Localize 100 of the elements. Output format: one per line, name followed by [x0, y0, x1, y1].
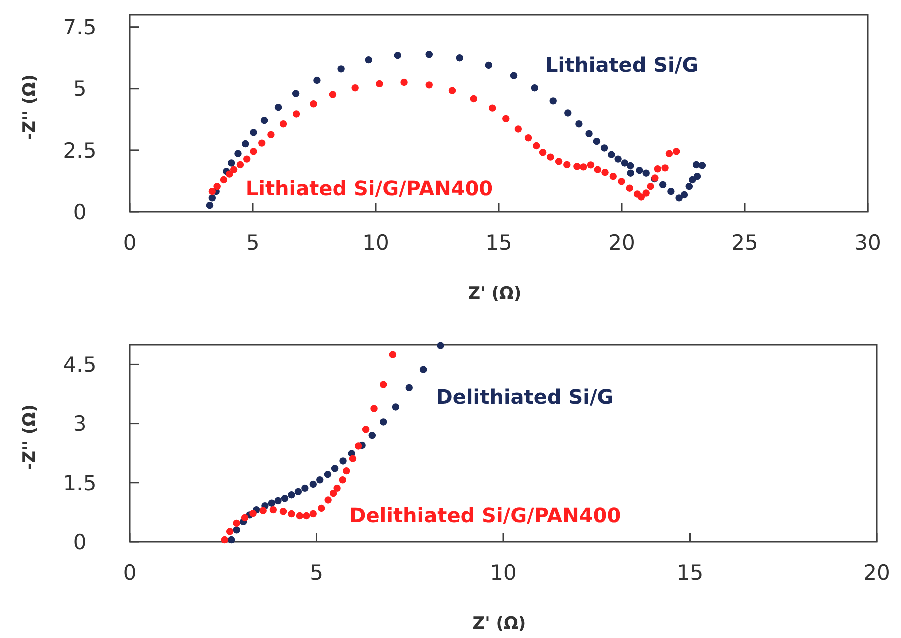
point [303, 512, 310, 520]
point [510, 72, 518, 80]
point [647, 183, 654, 190]
point [268, 131, 275, 139]
point [324, 471, 332, 478]
point [281, 495, 289, 502]
point [668, 188, 675, 196]
point [280, 120, 288, 128]
point [250, 510, 257, 518]
point [673, 148, 680, 156]
x-tick-label: 10 [362, 231, 390, 255]
point [260, 507, 267, 514]
x-tick-label: 5 [310, 561, 324, 585]
point [686, 183, 694, 190]
x-tick-label: 15 [676, 561, 704, 585]
y-axis-title: -Z'' (Ω) [20, 404, 40, 470]
point [234, 150, 242, 158]
point [576, 120, 583, 128]
point [314, 76, 321, 84]
point [294, 488, 302, 496]
point [564, 110, 572, 117]
point [662, 164, 669, 172]
point [394, 52, 402, 60]
x-tick-label: 5 [246, 231, 260, 255]
point [354, 442, 362, 450]
point [602, 169, 609, 176]
point [324, 496, 332, 504]
point [698, 162, 706, 170]
point [642, 190, 650, 197]
point [489, 104, 496, 112]
series-label: Delithiated Si/G [436, 385, 614, 410]
point [555, 158, 563, 166]
point [310, 510, 317, 518]
point [208, 188, 216, 196]
point [310, 100, 318, 108]
point [226, 528, 234, 536]
point [220, 176, 228, 184]
point [368, 432, 376, 440]
point [365, 56, 372, 64]
point [470, 95, 478, 103]
point [587, 162, 595, 169]
x-tick-label: 15 [486, 231, 512, 255]
x-tick-label: 20 [608, 231, 636, 255]
x-tick-label: 20 [864, 561, 890, 585]
point [339, 476, 346, 484]
point [274, 104, 282, 112]
point [502, 115, 510, 123]
x-axis-title: Z' (Ω) [472, 614, 526, 634]
point [564, 161, 571, 169]
point [250, 148, 258, 156]
point [485, 62, 493, 70]
point [627, 170, 634, 177]
point [268, 500, 276, 507]
y-tick-label: 0 [73, 200, 87, 224]
point [594, 166, 602, 174]
point [420, 366, 428, 374]
point [692, 161, 700, 169]
point [680, 191, 688, 199]
point [380, 381, 388, 388]
point [288, 510, 296, 518]
point [340, 458, 347, 465]
point [547, 154, 554, 161]
point [316, 476, 324, 484]
y-tick-label: 7.5 [63, 16, 97, 40]
point [329, 91, 337, 98]
point [400, 78, 408, 86]
x-tick-label: 10 [490, 561, 517, 585]
point [694, 172, 702, 180]
point [274, 497, 282, 505]
point [241, 514, 249, 522]
point [642, 170, 650, 177]
point [242, 140, 250, 148]
point [627, 162, 634, 170]
point [362, 426, 370, 434]
point [586, 130, 593, 138]
point [230, 166, 238, 174]
point [243, 156, 251, 163]
point [296, 512, 304, 520]
point [302, 484, 309, 492]
point [310, 480, 317, 488]
point [636, 167, 644, 174]
x-tick-label: 0 [123, 231, 137, 255]
point [334, 484, 341, 492]
point [389, 351, 397, 358]
point [614, 156, 622, 163]
y-tick-label: 1.5 [63, 471, 97, 496]
point [221, 536, 228, 544]
series-label: Lithiated Si/G/PAN400 [246, 176, 494, 200]
y-tick-label: 5 [73, 77, 87, 102]
x-tick-label: 25 [732, 231, 758, 255]
point [206, 202, 214, 210]
point [610, 172, 617, 180]
point [226, 170, 234, 178]
point [574, 163, 581, 170]
point [524, 134, 532, 142]
point [318, 504, 326, 512]
point [659, 181, 667, 189]
point [228, 160, 236, 167]
point [392, 404, 400, 411]
point [214, 183, 221, 190]
